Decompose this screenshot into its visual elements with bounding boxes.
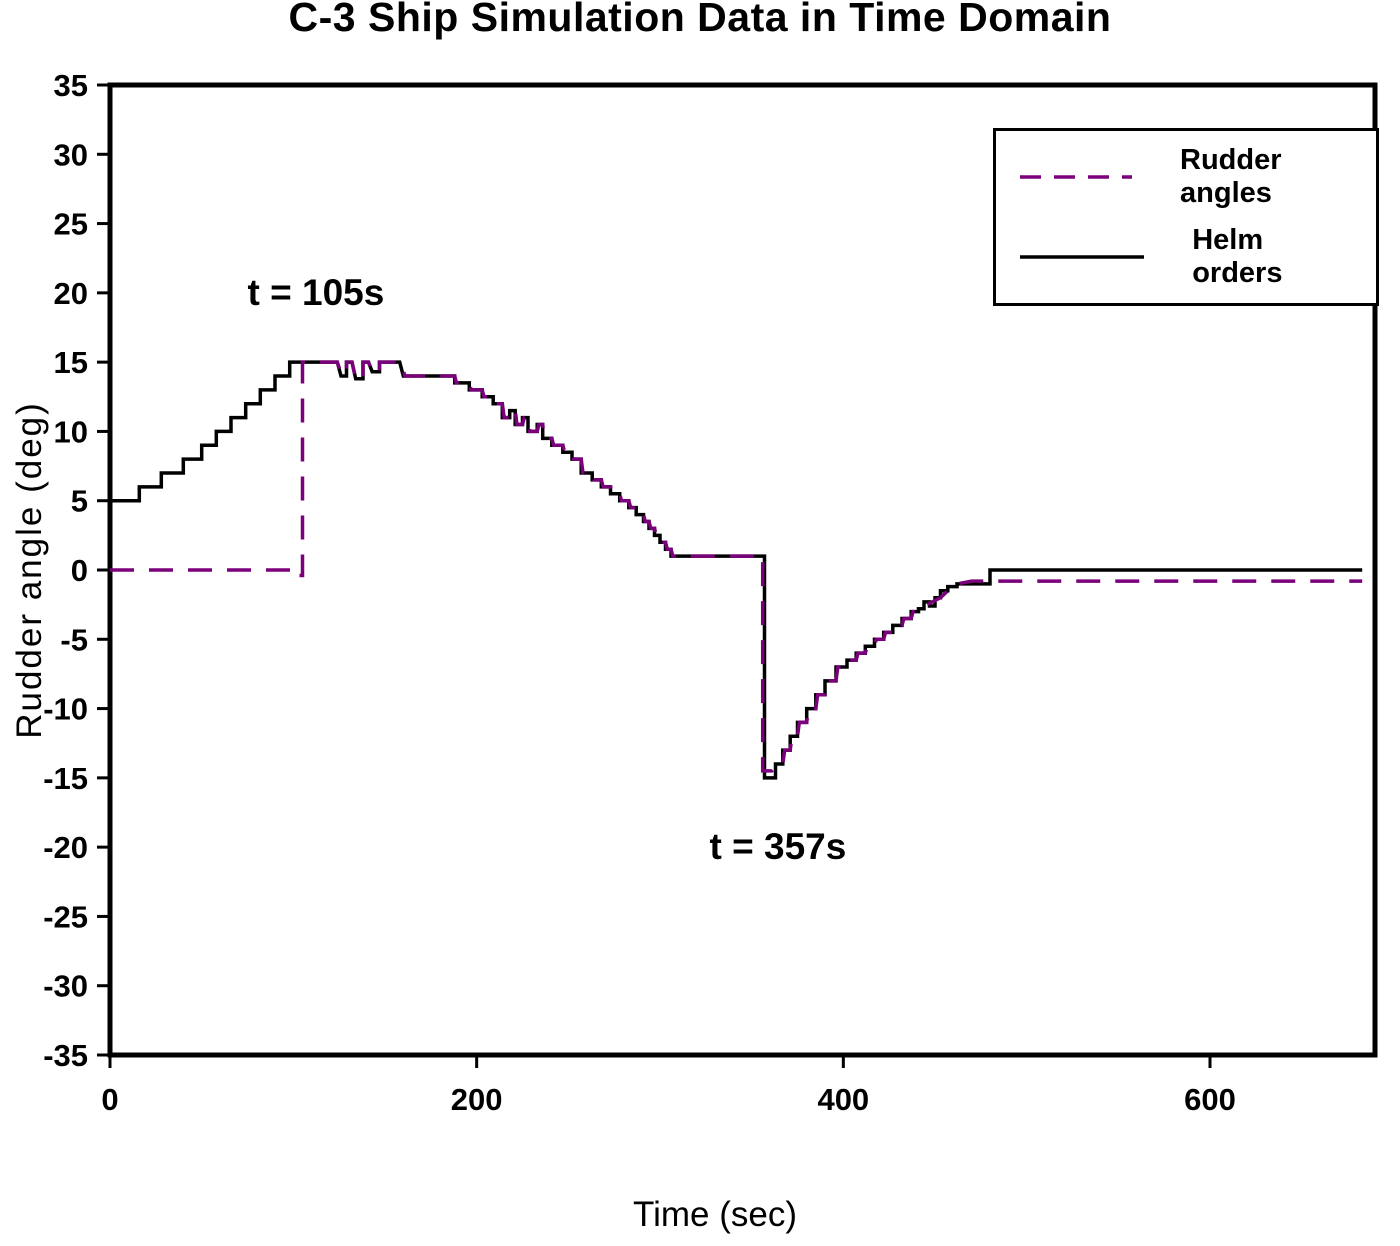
legend-entry-helm-orders: Helm orders xyxy=(1018,224,1354,290)
annotation-1: t = 105s xyxy=(247,271,385,313)
y-tick-label: -25 xyxy=(43,899,88,934)
y-tick-label: -35 xyxy=(43,1038,88,1073)
y-tick-label: -20 xyxy=(43,830,88,865)
chart-title: C-3 Ship Simulation Data in Time Domain xyxy=(288,0,1112,40)
y-tick-label: 15 xyxy=(54,345,88,380)
x-axis-label: Time (sec) xyxy=(633,1195,797,1234)
y-tick-label: -5 xyxy=(60,622,88,657)
helm-orders-line xyxy=(110,360,1363,780)
y-tick-label: 30 xyxy=(54,137,88,172)
legend-entry-rudder-angles: Rudder angles xyxy=(1018,144,1354,210)
legend-label-helm-orders: Helm orders xyxy=(1192,223,1283,289)
x-tick-label: 0 xyxy=(101,1082,118,1117)
dashed-line-icon xyxy=(1020,175,1133,180)
y-tick-label: -30 xyxy=(43,969,88,1004)
y-tick-label: -10 xyxy=(43,692,88,727)
rudder-angles-line xyxy=(110,360,1363,773)
legend: Rudder angles Helm orders xyxy=(993,128,1379,306)
y-tick-label: 25 xyxy=(54,207,88,242)
y-tick-label: 35 xyxy=(54,68,88,103)
y-tick-label: 10 xyxy=(54,414,88,449)
x-tick-label: 600 xyxy=(1184,1082,1236,1117)
y-tick-label: 20 xyxy=(54,276,88,311)
y-tick-label: 5 xyxy=(71,484,88,519)
x-tick-label: 200 xyxy=(451,1082,503,1117)
x-tick-label: 400 xyxy=(817,1082,869,1117)
y-tick-label: -15 xyxy=(43,761,88,796)
annotation-2: t = 357s xyxy=(709,826,847,868)
y-tick-label: 0 xyxy=(71,553,88,588)
legend-label-rudder-angles: Rudder angles xyxy=(1180,144,1282,210)
solid-line-icon xyxy=(1020,254,1145,259)
